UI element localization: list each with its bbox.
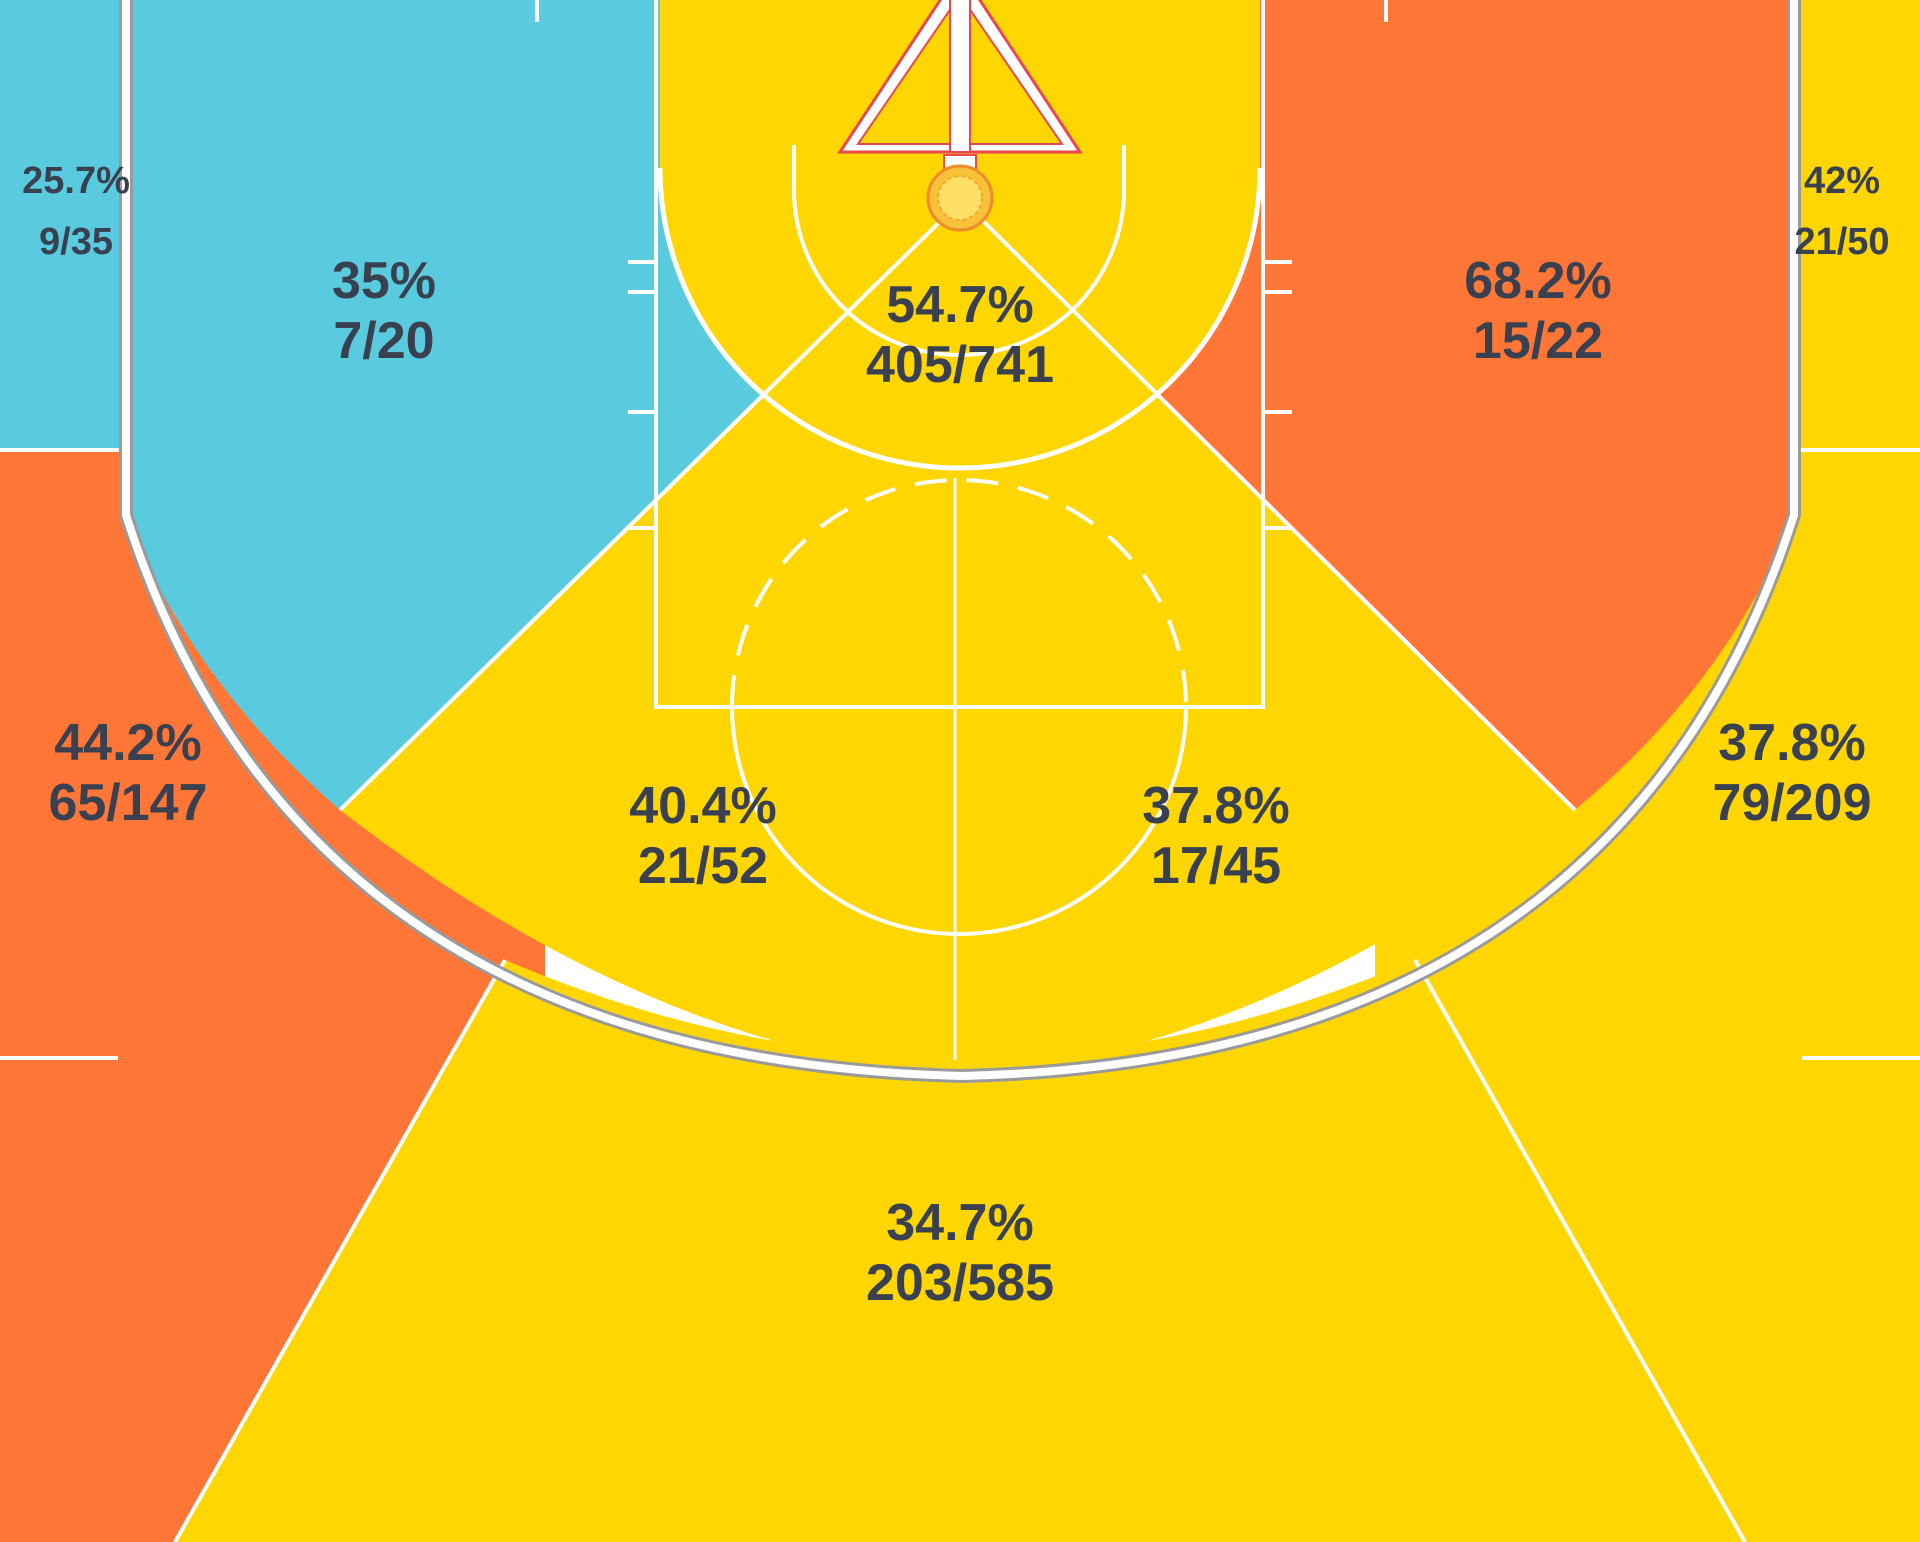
label-left-baseline-mid-pct: 35%: [332, 252, 436, 310]
label-left-corner-three-count: 9/35: [39, 221, 113, 263]
label-right-wing-three-pct: 37.8%: [1718, 714, 1865, 772]
restricted-area-edge: [657, 167, 1263, 471]
label-right-wing-three-count: 79/209: [1712, 774, 1871, 832]
free-throw-circle-top: [730, 478, 1188, 708]
zone-top-key-three: [175, 960, 1745, 1542]
label-left-elbow-mid-count: 21/52: [638, 837, 768, 895]
label-right-corner-three-pct: 42%: [1804, 160, 1880, 202]
three-ext-right: [1413, 959, 1747, 1542]
label-right-elbow-mid-count: 17/45: [1151, 837, 1281, 895]
hoop-icon: [837, 0, 1083, 232]
label-restricted-area-count: 405/741: [866, 336, 1054, 394]
label-restricted-area-pct: 54.7%: [886, 276, 1033, 334]
label-top-key-three-count: 203/585: [866, 1254, 1054, 1312]
mid-divider-left: [338, 198, 964, 812]
lane-marks-right: [1263, 260, 1292, 530]
label-right-baseline-mid-count: 15/22: [1473, 312, 1603, 370]
label-left-wing-three-count: 65/147: [48, 774, 207, 832]
label-right-corner-three-count: 21/50: [1794, 221, 1889, 263]
free-throw-circle-bottom: [730, 706, 1188, 936]
restricted-arc: [792, 145, 1126, 357]
label-right-elbow-mid-pct: 37.8%: [1142, 777, 1289, 835]
label-right-baseline-mid-pct: 68.2%: [1464, 252, 1611, 310]
label-top-key-three-pct: 34.7%: [886, 1194, 1033, 1252]
label-left-corner-three-pct: 25.7%: [22, 160, 130, 202]
label-left-baseline-mid-count: 7/20: [333, 312, 434, 370]
mid-divider-right: [960, 198, 1577, 812]
zone-right-corner-three: [1794, 0, 1920, 450]
lane-marks-left: [628, 260, 656, 530]
label-left-elbow-mid-pct: 40.4%: [629, 777, 776, 835]
zone-labels: 25.7% 9/35 42% 21/50 35% 7/20 54.7% 405/…: [22, 160, 1889, 1312]
label-left-wing-three-pct: 44.2%: [54, 714, 201, 772]
three-ext-left: [173, 959, 507, 1542]
three-point-line: [119, 0, 1801, 1084]
zone-left-corner-three: [0, 0, 126, 450]
